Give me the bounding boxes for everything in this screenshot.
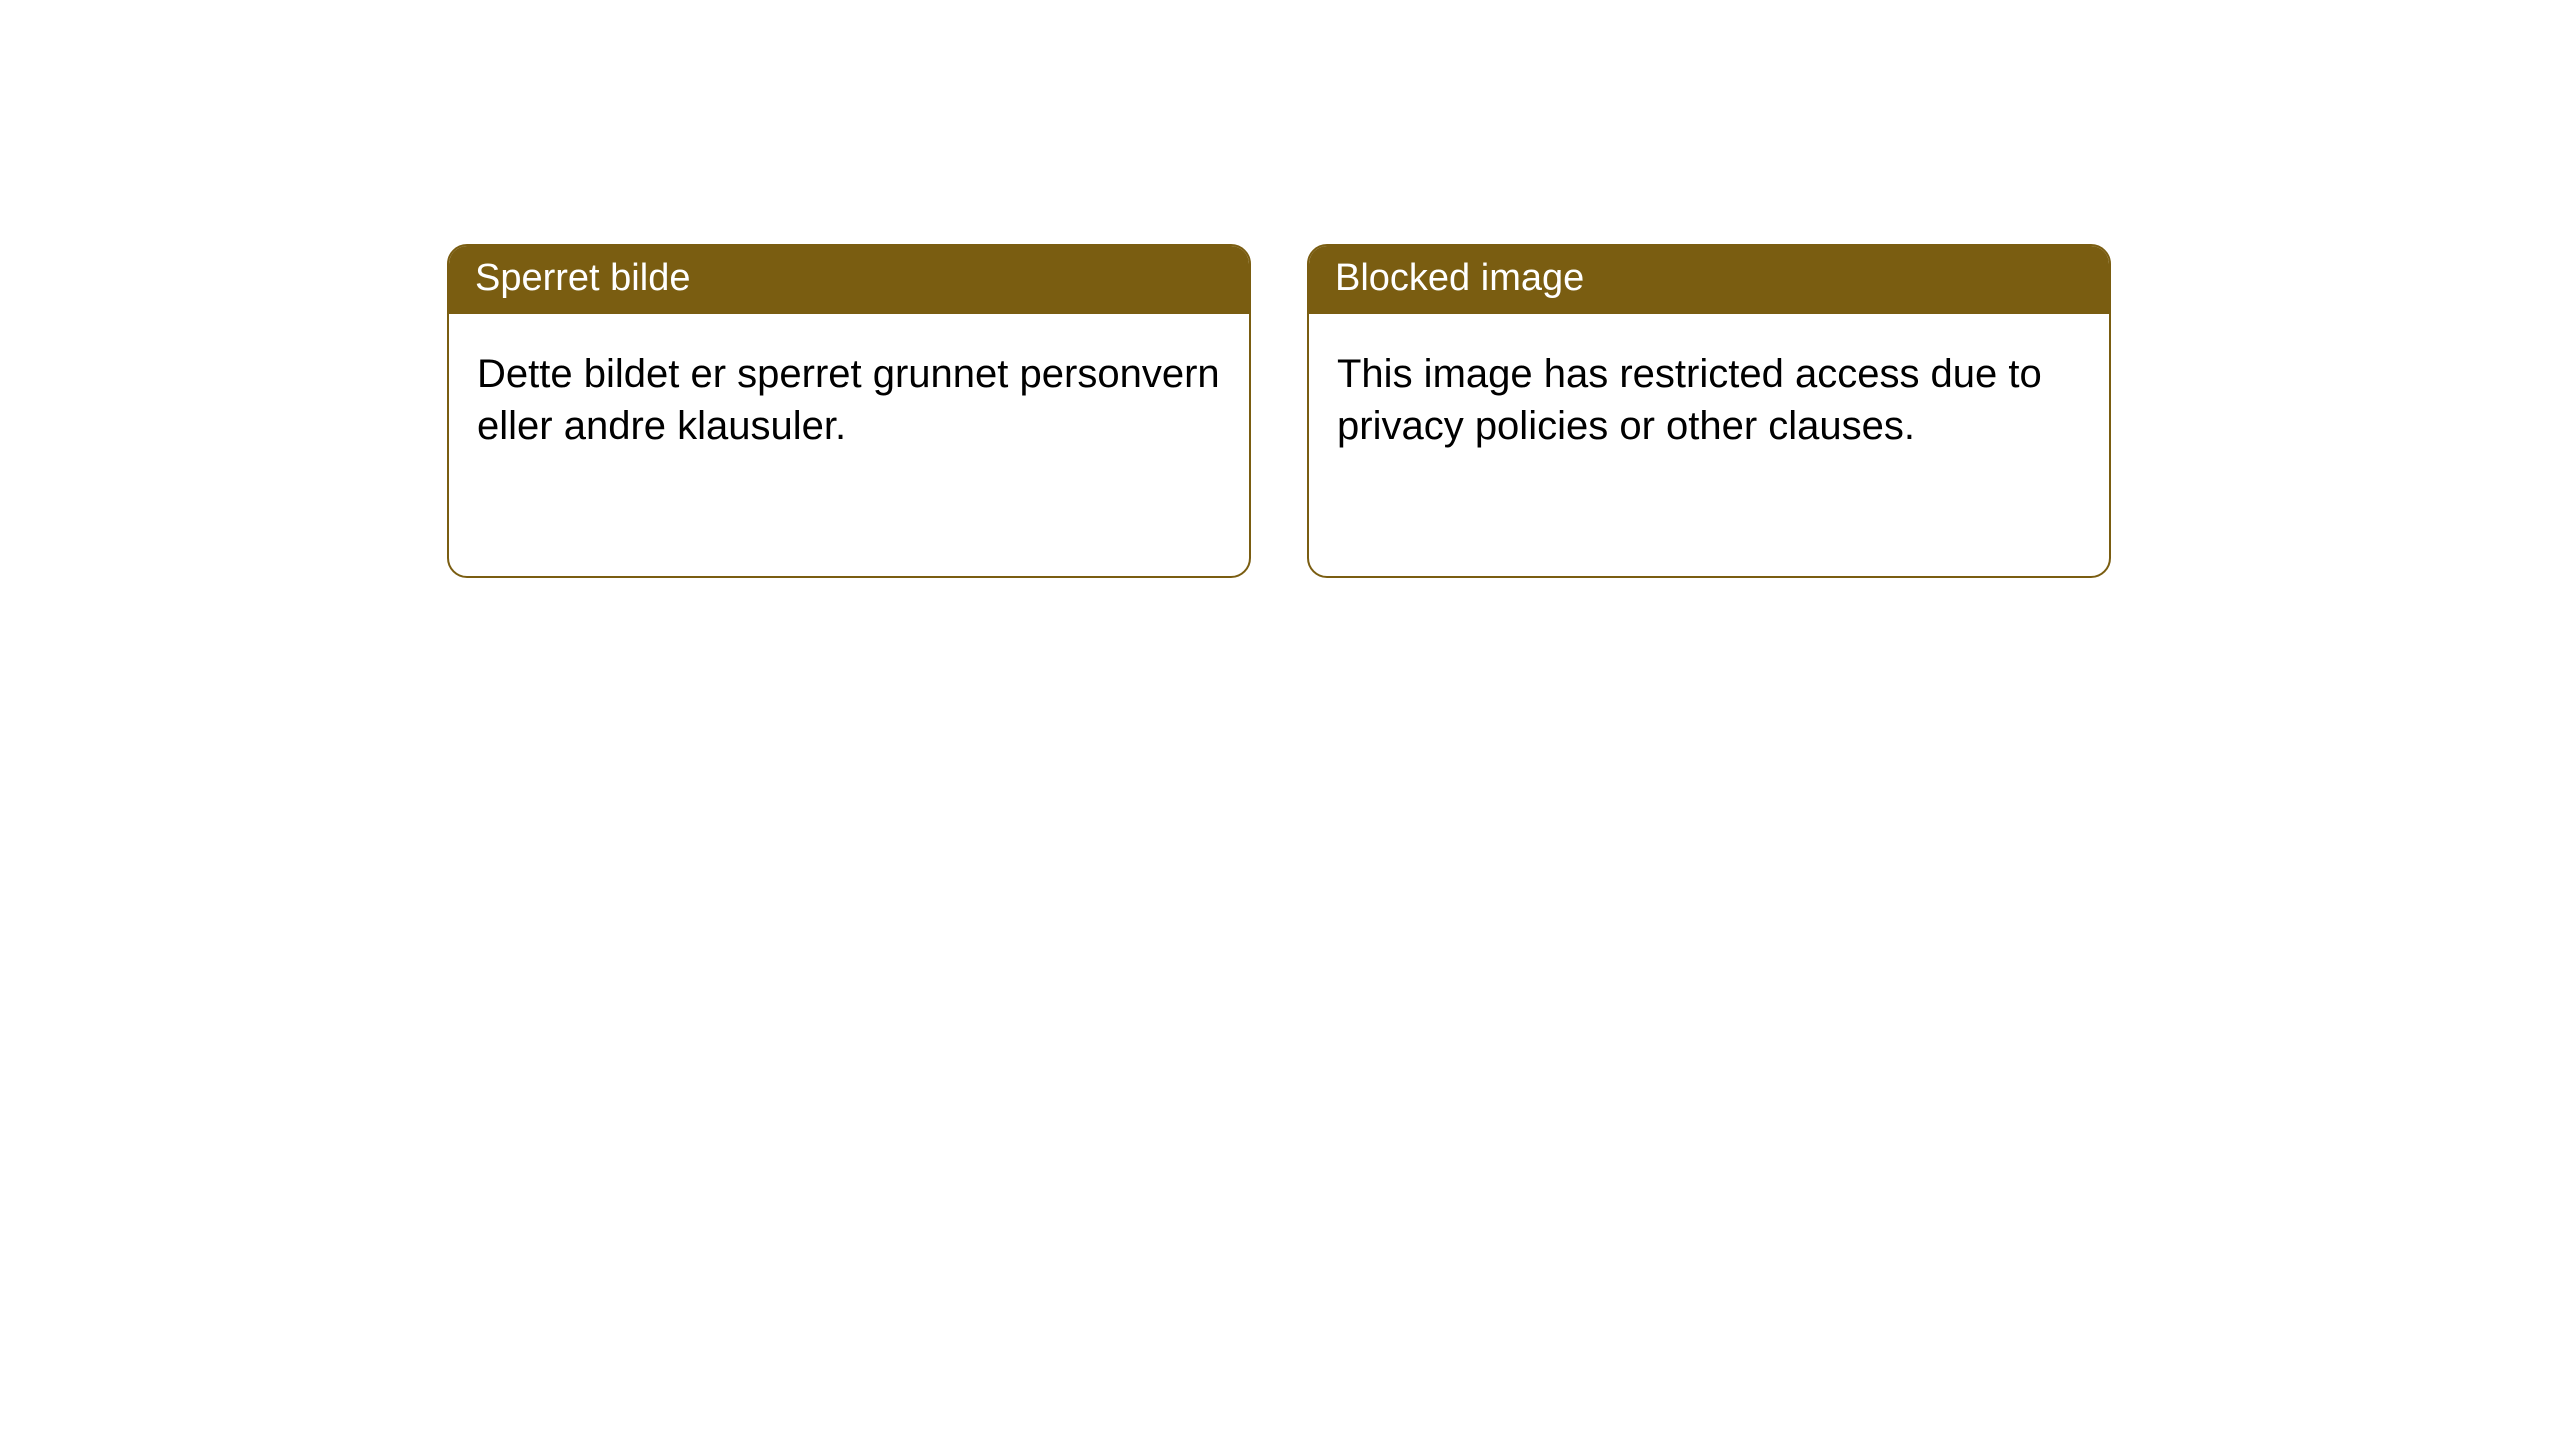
blocked-image-card-no: Sperret bilde Dette bildet er sperret gr… [447, 244, 1251, 578]
card-header: Sperret bilde [449, 246, 1249, 314]
notice-container: Sperret bilde Dette bildet er sperret gr… [0, 0, 2560, 578]
card-header: Blocked image [1309, 246, 2109, 314]
card-body: This image has restricted access due to … [1309, 314, 2109, 486]
card-body: Dette bildet er sperret grunnet personve… [449, 314, 1249, 486]
blocked-image-card-en: Blocked image This image has restricted … [1307, 244, 2111, 578]
